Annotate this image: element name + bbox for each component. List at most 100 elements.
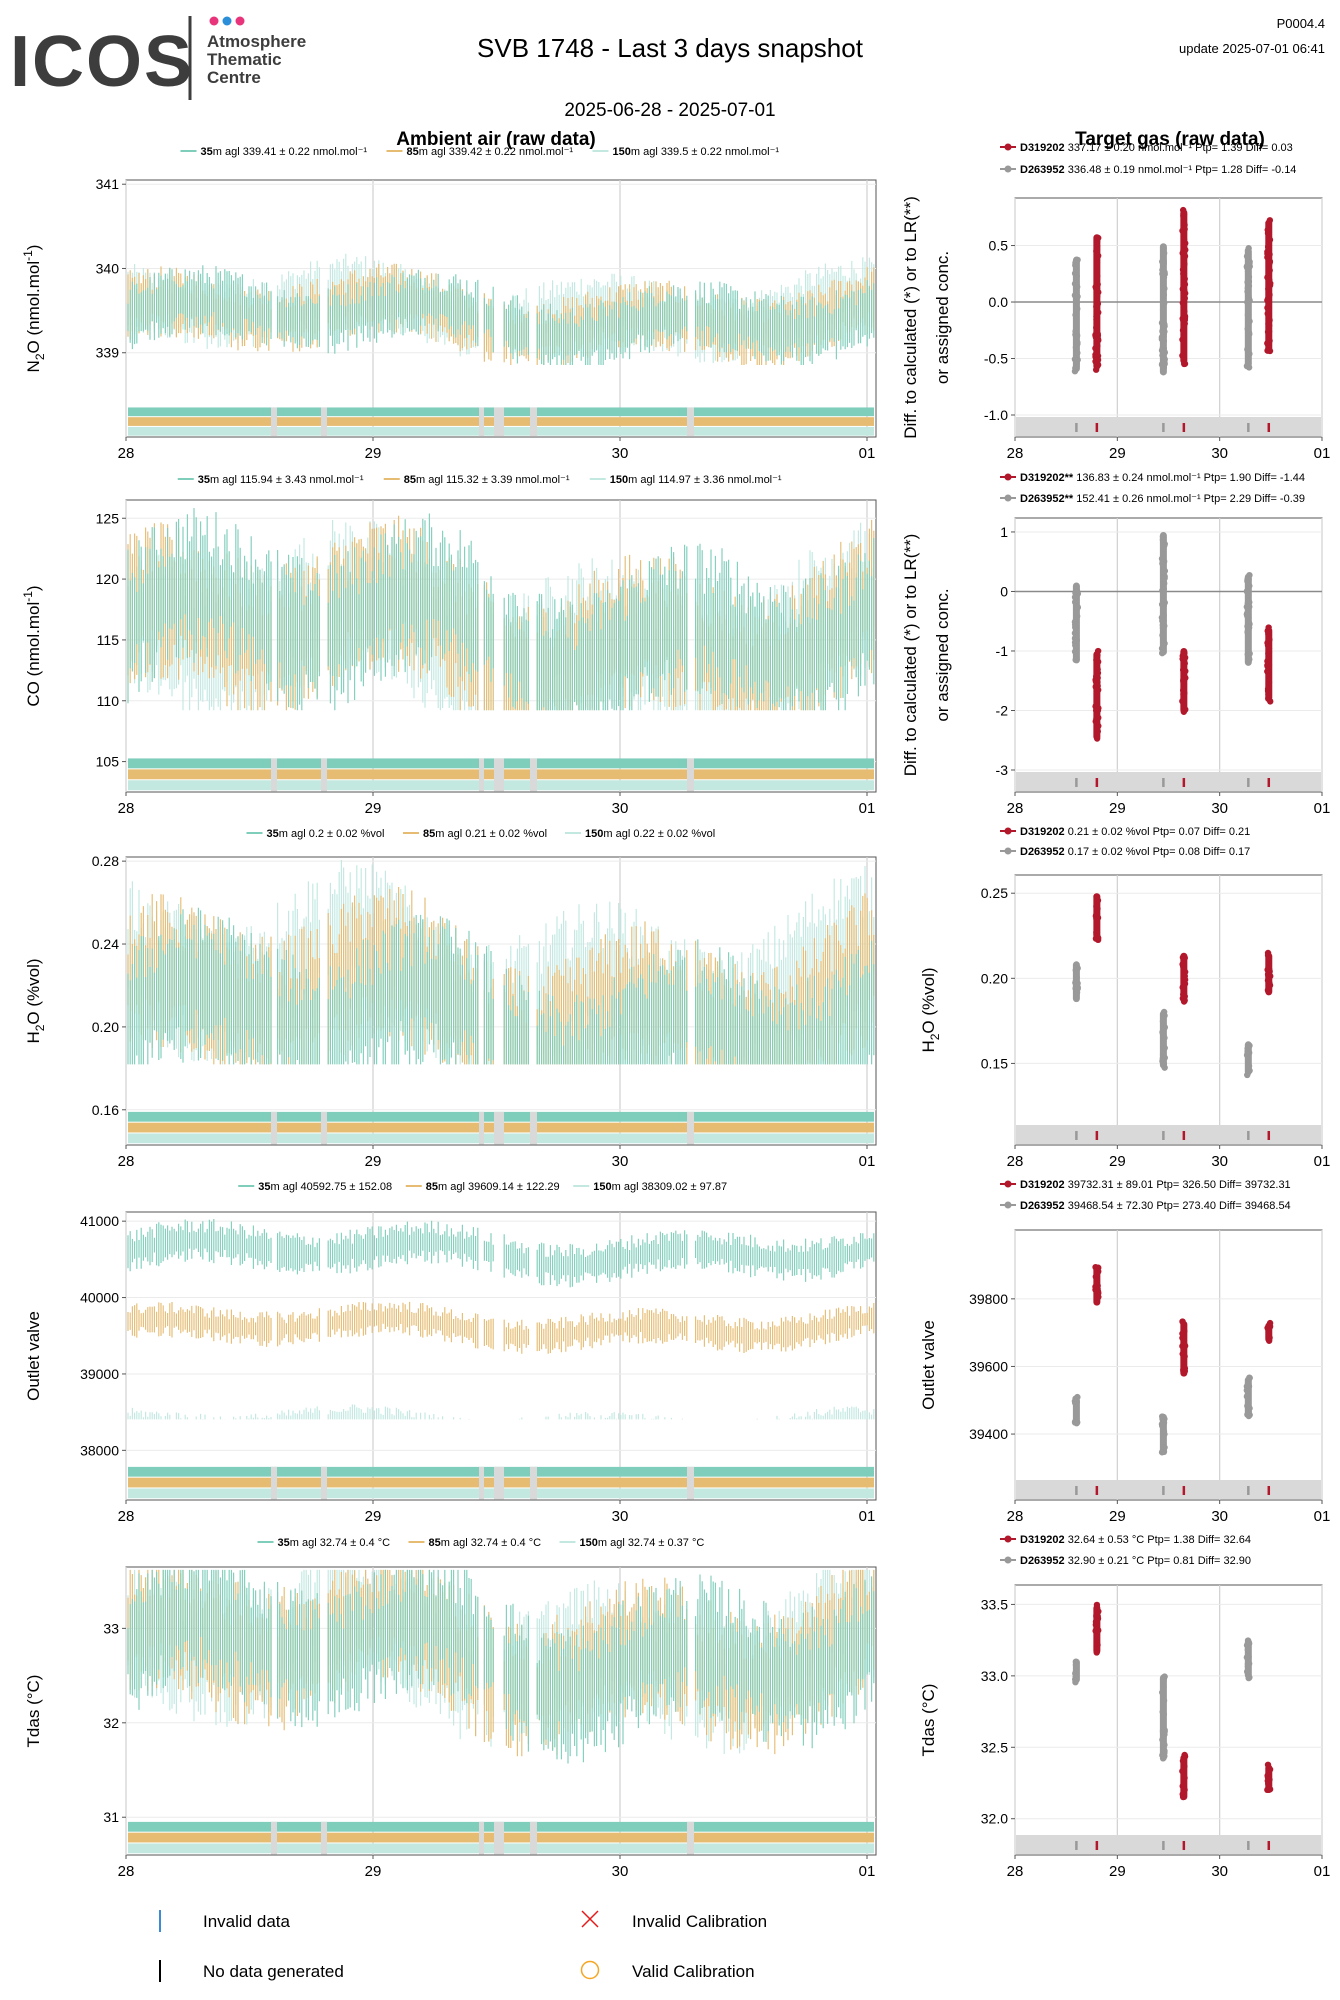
- target-n2o-D319202-point-1-39: [1181, 275, 1188, 283]
- target-n2o-D319202-point-0-38: [1093, 259, 1101, 266]
- target-n2o-D263952-point-0-29: [1074, 349, 1081, 357]
- target-tdas-ytick-label-0: 33.5: [981, 1596, 1008, 1612]
- target-tdas-D263952-point-1-10: [1161, 1741, 1168, 1749]
- target-tdas-D319202-point-1-11: [1179, 1793, 1187, 1801]
- target-co-D319202-point-2-15: [1265, 627, 1272, 635]
- target-co-ytick-label-2: -1: [996, 643, 1009, 659]
- page-title: SVB 1748 - Last 3 days snapshot: [477, 33, 864, 63]
- ambient-n2o-xtick-label-0: 28: [118, 445, 135, 462]
- target-n2o-D319202-point-1-45: [1180, 211, 1188, 218]
- target-tdas-D319202-point-0-14: [1093, 1601, 1101, 1609]
- target-n2o-ytick-label-3: -1.0: [984, 407, 1008, 423]
- target-n2o-D263952-point-1-40: [1159, 319, 1166, 327]
- target-co-D319202-point-2-17: [1265, 679, 1273, 686]
- target-n2o-D319202-point-1-47: [1179, 285, 1187, 293]
- target-co-D263952-point-2-17: [1244, 639, 1252, 647]
- target-co-D263952-point-2-27: [1244, 612, 1251, 620]
- target-n2o-D319202-point-2-40: [1266, 282, 1273, 289]
- ambient-h2o-status-gap-1: [321, 1111, 327, 1145]
- target-co-D263952-point-1-36: [1160, 602, 1167, 609]
- target-n2o-D319202-point-2-26: [1264, 243, 1272, 251]
- ambient-tdas-status-gap-0: [271, 1821, 277, 1855]
- target-section-title: Target gas (raw data): [1075, 129, 1265, 150]
- target-n2o-D263952-point-1-43: [1158, 335, 1166, 343]
- target-outlet-D263952-point-2-12: [1246, 1374, 1253, 1382]
- target-n2o-D319202-point-2-24: [1265, 229, 1272, 237]
- target-outlet-D319202-point-2-3: [1264, 1324, 1271, 1332]
- target-h2o-D263952-point-0-11: [1073, 989, 1081, 996]
- ambient-outlet-legend-entry-2: 150m agl 38309.02 ± 97.87: [593, 1181, 727, 1193]
- target-n2o-D319202-point-2-7: [1266, 217, 1274, 224]
- target-outlet-xtick-label-1: 29: [1109, 1508, 1126, 1525]
- target-outlet-frame: [1014, 1229, 1323, 1501]
- target-tdas-D319202-point-0-13: [1093, 1642, 1100, 1650]
- target-outlet-D319202-point-0-12: [1092, 1283, 1099, 1290]
- target-tdas-ytick-label-1: 33.0: [981, 1668, 1008, 1684]
- target-n2o-ytick-label-0: 0.5: [989, 238, 1009, 254]
- target-tdas-D263952-point-2-2: [1243, 1654, 1251, 1661]
- ambient-n2o-status-gap-4: [530, 407, 537, 437]
- target-tdas-D319202-point-1-14: [1181, 1763, 1188, 1770]
- target-n2o-D263952-point-1-23: [1160, 250, 1167, 257]
- target-h2o-D319202-point-1-12: [1179, 963, 1187, 970]
- target-co-D319202-point-0-10: [1093, 735, 1101, 742]
- ambient-h2o-legend-entry-2: 150m agl 0.22 ± 0.02 %vol: [585, 828, 715, 840]
- target-outlet-D263952-point-1-11: [1159, 1422, 1166, 1429]
- target-n2o-D319202-point-1-48: [1179, 227, 1186, 234]
- target-co-xtick-label-0: 28: [1007, 800, 1024, 817]
- ambient-co-ytick-label-2: 115: [97, 632, 120, 648]
- logo-text: ICOS: [10, 22, 194, 102]
- ambient-co-status-gap-0: [271, 758, 277, 792]
- target-h2o-D319202-point-0-13: [1094, 905, 1101, 912]
- target-outlet-D319202-point-1-5: [1179, 1342, 1187, 1350]
- target-h2o-status-band: [1016, 1125, 1321, 1144]
- target-n2o-D263952-point-2-32: [1244, 278, 1252, 286]
- target-outlet-legend-entry-1: D263952 39468.54 ± 72.30 Ptp= 273.40 Dif…: [1020, 1200, 1291, 1212]
- target-co-D319202-point-1-16: [1180, 694, 1188, 702]
- target-h2o-D263952-point-1-15: [1159, 1018, 1167, 1025]
- ambient-co-ytick-label-1: 110: [97, 693, 120, 709]
- target-n2o-D319202-point-1-49: [1181, 313, 1189, 320]
- ambient-h2o-xtick-label-0: 28: [118, 1153, 135, 1170]
- ambient-n2o-ytick-label-1: 340: [96, 260, 120, 276]
- target-n2o-D319202-point-1-13: [1179, 352, 1186, 359]
- target-co-frame: [1014, 517, 1323, 793]
- target-h2o-D263952-point-1-4: [1160, 1044, 1168, 1051]
- target-n2o-D263952-point-0-36: [1072, 357, 1080, 364]
- target-outlet-ytick-label-2: 39800: [969, 1291, 1008, 1307]
- target-tdas-D319202-point-0-12: [1092, 1627, 1099, 1635]
- target-outlet-D319202-point-1-17: [1180, 1368, 1187, 1375]
- target-co-D263952-point-1-22: [1161, 567, 1169, 575]
- target-co-D263952-point-0-2: [1071, 648, 1079, 655]
- target-tdas-ytick-label-2: 32.5: [981, 1739, 1008, 1755]
- ambient-tdas-series-0: [127, 1569, 875, 1764]
- target-tdas-legend-dot-1: [1004, 1556, 1012, 1564]
- target-n2o-D319202-point-1-41: [1181, 260, 1188, 268]
- target-tdas-D263952-point-1-11: [1159, 1689, 1166, 1696]
- target-n2o-ytick-label-1: 0.0: [989, 294, 1009, 310]
- target-n2o-D319202-point-1-46: [1181, 360, 1189, 367]
- target-co-ytick-label-0: 1: [1000, 524, 1008, 540]
- ambient-co-legend: 35m agl 115.94 ± 3.43 nmol.mol⁻¹ 85m agl …: [177, 474, 782, 486]
- target-h2o-D263952-point-0-12: [1072, 977, 1080, 985]
- report-code: P0004.4: [1277, 16, 1325, 31]
- target-outlet-D263952-point-2-9: [1245, 1383, 1253, 1390]
- target-tdas-D263952-point-1-17: [1160, 1711, 1168, 1718]
- target-h2o-chart: 0.25 0.20 0.15 28 29 30 01 D319202 0.21 ± 0.02 …: [919, 826, 1330, 1170]
- target-co-ylabel-1: Diff. to calculated (*) or to LR(**): [901, 534, 920, 777]
- ambient-n2o-series-0: [127, 265, 875, 365]
- target-n2o-D319202-point-2-35: [1265, 328, 1273, 335]
- target-outlet-D263952-point-0-8: [1072, 1395, 1079, 1402]
- ambient-tdas-legend-entry-0: 35m agl 32.74 ± 0.4 °C: [278, 1537, 391, 1549]
- target-n2o-D263952-point-1-6: [1160, 291, 1168, 299]
- target-h2o-D319202-point-0-5: [1094, 897, 1102, 904]
- ambient-tdas-ytick-label-2: 33: [103, 1620, 119, 1636]
- target-outlet-ylabel: Outlet valve: [919, 1320, 938, 1410]
- target-n2o-ytick-label-2: -0.5: [984, 351, 1008, 367]
- target-tdas-D319202-point-1-6: [1181, 1751, 1188, 1759]
- target-co-D263952-point-0-13: [1072, 598, 1079, 606]
- target-n2o-D263952-point-1-38: [1160, 274, 1168, 281]
- ambient-co-legend-entry-1: 85m agl 115.32 ± 3.39 nmol.mol⁻¹: [404, 474, 570, 486]
- target-outlet-D319202-point-0-1: [1092, 1273, 1099, 1280]
- target-outlet-chart: 39400 39600 39800 28 29 30 01 D319202 39732.31 …: [919, 1179, 1330, 1525]
